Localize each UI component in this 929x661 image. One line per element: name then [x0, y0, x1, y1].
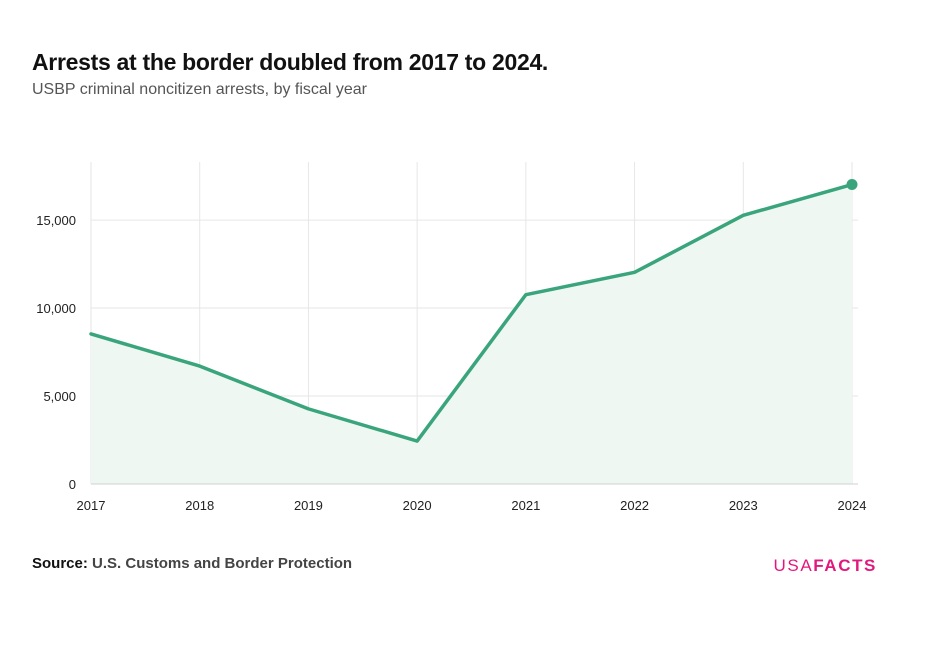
- area-fill: [91, 184, 852, 484]
- logo-text-bold: FACTS: [813, 556, 877, 575]
- y-tick-label: 0: [69, 477, 76, 492]
- x-tick-label: 2022: [620, 498, 649, 513]
- chart-title: Arrests at the border doubled from 2017 …: [32, 49, 549, 75]
- line-chart: 0 5,000 10,000 15,000 2017 2018 2019 2020 2021 20…: [36, 162, 867, 513]
- chart-subtitle: USBP criminal noncitizen arrests, by fis…: [32, 81, 367, 98]
- x-tick-label: 2021: [511, 498, 540, 513]
- source-note: Source: U.S. Customs and Border Protecti…: [32, 555, 352, 572]
- y-tick-label: 5,000: [43, 389, 76, 404]
- x-tick-label: 2020: [403, 498, 432, 513]
- end-point-marker: [846, 179, 858, 191]
- x-tick-label: 2019: [294, 498, 323, 513]
- y-tick-label: 15,000: [36, 213, 76, 228]
- y-tick-label: 10,000: [36, 301, 76, 316]
- series-line: [89, 182, 854, 443]
- x-tick-label: 2023: [729, 498, 758, 513]
- logo-text-light: USA: [773, 556, 814, 575]
- source-text: U.S. Customs and Border Protection: [92, 555, 353, 572]
- x-tick-label: 2024: [838, 498, 867, 513]
- usafacts-logo: USAFACTS: [774, 556, 878, 576]
- x-tick-label: 2017: [77, 498, 106, 513]
- x-tick-label: 2018: [185, 498, 214, 513]
- source-label: Source:: [32, 555, 88, 572]
